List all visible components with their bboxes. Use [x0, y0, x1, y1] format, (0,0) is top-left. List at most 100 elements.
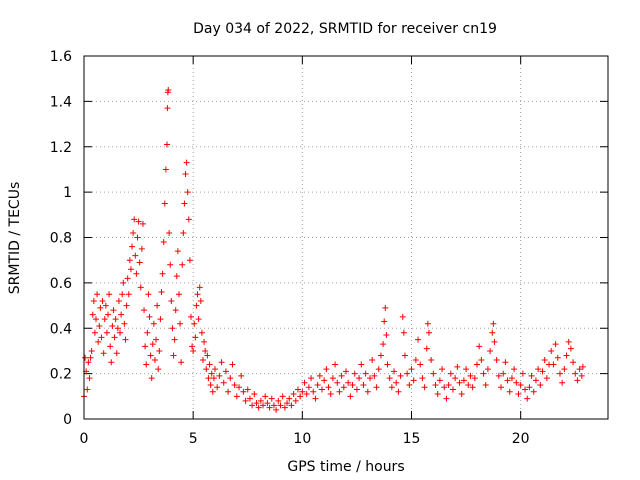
data-point [305, 384, 312, 391]
data-point [513, 379, 520, 386]
data-point [143, 361, 150, 368]
data-point [380, 341, 387, 348]
data-point [373, 384, 380, 391]
data-point [423, 345, 430, 352]
data-point [102, 302, 109, 309]
data-point [504, 377, 511, 384]
data-point [205, 375, 212, 382]
data-point [146, 313, 153, 320]
data-point [454, 363, 461, 370]
data-point [172, 307, 179, 314]
data-point [515, 391, 522, 398]
data-point [218, 359, 225, 366]
data-point [543, 375, 550, 382]
data-point [101, 316, 108, 323]
data-point [332, 361, 339, 368]
data-point [445, 381, 452, 388]
data-point [262, 393, 269, 400]
data-point [491, 338, 498, 345]
y-tick-label: 0.8 [50, 231, 72, 247]
data-point [548, 347, 555, 354]
data-point [338, 372, 345, 379]
data-point [195, 316, 202, 323]
x-tick-label: 0 [80, 431, 89, 447]
data-point [493, 357, 500, 364]
data-point [314, 381, 321, 388]
data-point [165, 87, 172, 94]
data-point [94, 291, 101, 298]
data-point [129, 243, 136, 250]
x-tick-label: 10 [293, 431, 311, 447]
data-point [99, 298, 106, 305]
data-points [81, 87, 586, 413]
data-point [154, 302, 161, 309]
data-point [155, 366, 162, 373]
data-point [210, 375, 217, 382]
data-point [401, 352, 408, 359]
data-point [187, 313, 194, 320]
y-tick-label: 0.2 [50, 367, 72, 383]
data-point [122, 336, 129, 343]
data-point [395, 388, 402, 395]
data-point [502, 359, 509, 366]
data-point [108, 359, 115, 366]
data-point [208, 370, 215, 377]
data-point [91, 329, 98, 336]
data-point [246, 395, 253, 402]
data-point [242, 397, 249, 404]
y-tick-label: 1.4 [50, 94, 72, 110]
data-point [206, 361, 213, 368]
data-point [517, 381, 524, 388]
data-point [432, 381, 439, 388]
data-point [508, 375, 515, 382]
data-point [567, 345, 574, 352]
data-point [299, 388, 306, 395]
data-point [559, 379, 566, 386]
data-point [552, 341, 559, 348]
data-point [178, 359, 185, 366]
data-point [290, 391, 297, 398]
data-point [347, 393, 354, 400]
data-point [147, 352, 154, 359]
data-point [244, 386, 251, 393]
data-point [478, 357, 485, 364]
data-point [316, 372, 323, 379]
data-point [561, 366, 568, 373]
data-point [277, 402, 284, 409]
data-point [554, 354, 561, 361]
data-point [133, 270, 140, 277]
data-point [202, 347, 209, 354]
data-point [535, 366, 542, 373]
data-point [292, 397, 299, 404]
data-point [281, 404, 288, 411]
data-point [207, 381, 214, 388]
data-point [222, 368, 229, 375]
data-point [484, 366, 491, 373]
data-point [381, 318, 388, 325]
data-point [184, 189, 191, 196]
data-point [297, 393, 304, 400]
data-point [167, 261, 174, 268]
data-point [257, 397, 264, 404]
data-point [364, 388, 371, 395]
data-point [421, 384, 428, 391]
data-point [145, 291, 152, 298]
data-point [382, 304, 389, 311]
data-point [253, 400, 260, 407]
data-point [318, 386, 325, 393]
data-point [467, 372, 474, 379]
data-point [321, 377, 328, 384]
data-point [212, 366, 218, 373]
data-point [524, 395, 531, 402]
data-point [476, 343, 483, 350]
data-point [489, 329, 496, 336]
data-point [166, 229, 173, 236]
data-point [123, 302, 130, 309]
data-point [95, 338, 102, 345]
data-point [180, 229, 187, 236]
y-tick-label: 1.6 [50, 49, 72, 65]
data-point [127, 266, 134, 273]
data-point [159, 270, 166, 277]
data-point [251, 391, 258, 398]
data-point [86, 375, 93, 382]
